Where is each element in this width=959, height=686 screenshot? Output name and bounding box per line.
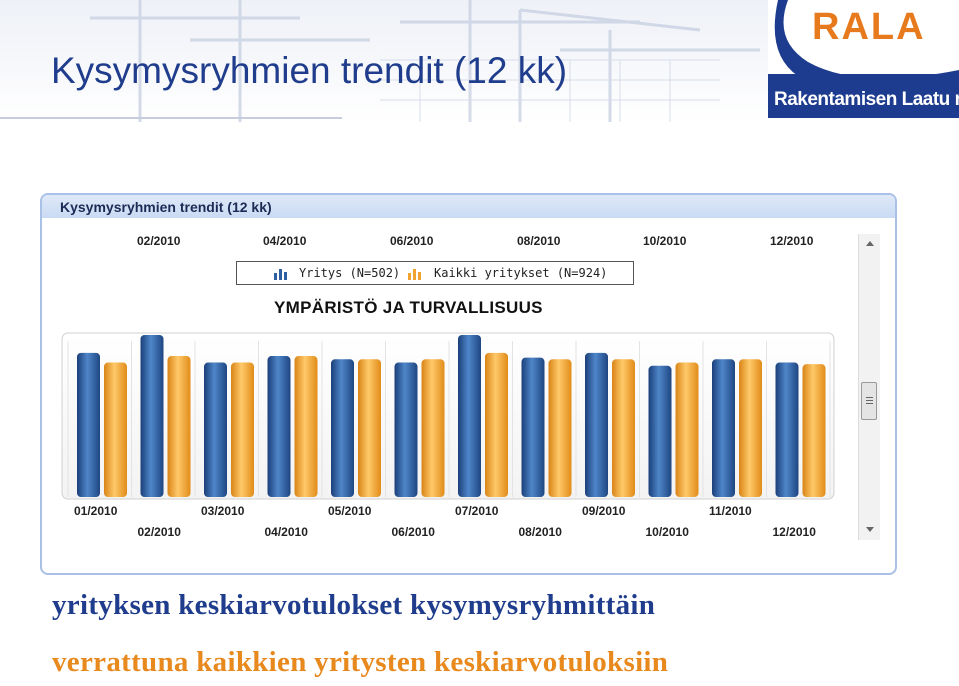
top-month-label: 04/2010	[263, 234, 307, 248]
chart-title: YMPÄRISTÖ JA TURVALLISUUS	[274, 298, 543, 317]
grip-line	[866, 397, 873, 398]
panel-title: Kysymysryhmien trendit (12 kk)	[60, 199, 272, 215]
top-month-label: 06/2010	[390, 234, 434, 248]
scroll-thumb[interactable]	[861, 382, 877, 420]
title-underline	[0, 117, 342, 119]
scroll-up-arrow-icon[interactable]	[866, 241, 874, 246]
caption-line-2: verrattuna kaikkien yritysten keskiarvot…	[52, 646, 669, 678]
top-month-label: 08/2010	[517, 234, 561, 248]
vertical-scrollbar[interactable]	[858, 234, 880, 540]
caption-line-1: yrityksen keskiarvotulokset kysymysryhmi…	[52, 589, 656, 621]
company-series-icon	[274, 269, 287, 280]
legend-company-label: Yritys (N=502)	[299, 266, 401, 280]
header-banner	[0, 0, 768, 122]
rala-logo: RALA Rakentamisen Laatu ry	[768, 0, 959, 118]
crane-background-icon	[90, 0, 760, 122]
logo-subtitle: Rakentamisen Laatu ry	[774, 89, 959, 110]
top-month-label: 12/2010	[770, 234, 814, 248]
logo-swoosh-icon	[774, 0, 959, 92]
trend-widget-panel: Kysymysryhmien trendit (12 kk)	[40, 193, 897, 575]
panel-header: Kysymysryhmien trendit (12 kk)	[42, 195, 895, 218]
chart-legend: Yritys (N=502) Kaikki yritykset (N=924)	[236, 261, 634, 285]
all-companies-series-icon	[408, 269, 421, 280]
logo-wordmark: RALA	[812, 6, 926, 48]
scroll-down-arrow-icon[interactable]	[866, 527, 874, 532]
top-month-label: 10/2010	[643, 234, 687, 248]
slide-title: Kysymysryhmien trendit (12 kk)	[51, 50, 568, 91]
top-month-label: 02/2010	[137, 234, 181, 248]
legend-all-label: Kaikki yritykset (N=924)	[434, 266, 608, 280]
grip-line	[866, 403, 873, 404]
grip-line	[866, 400, 873, 401]
